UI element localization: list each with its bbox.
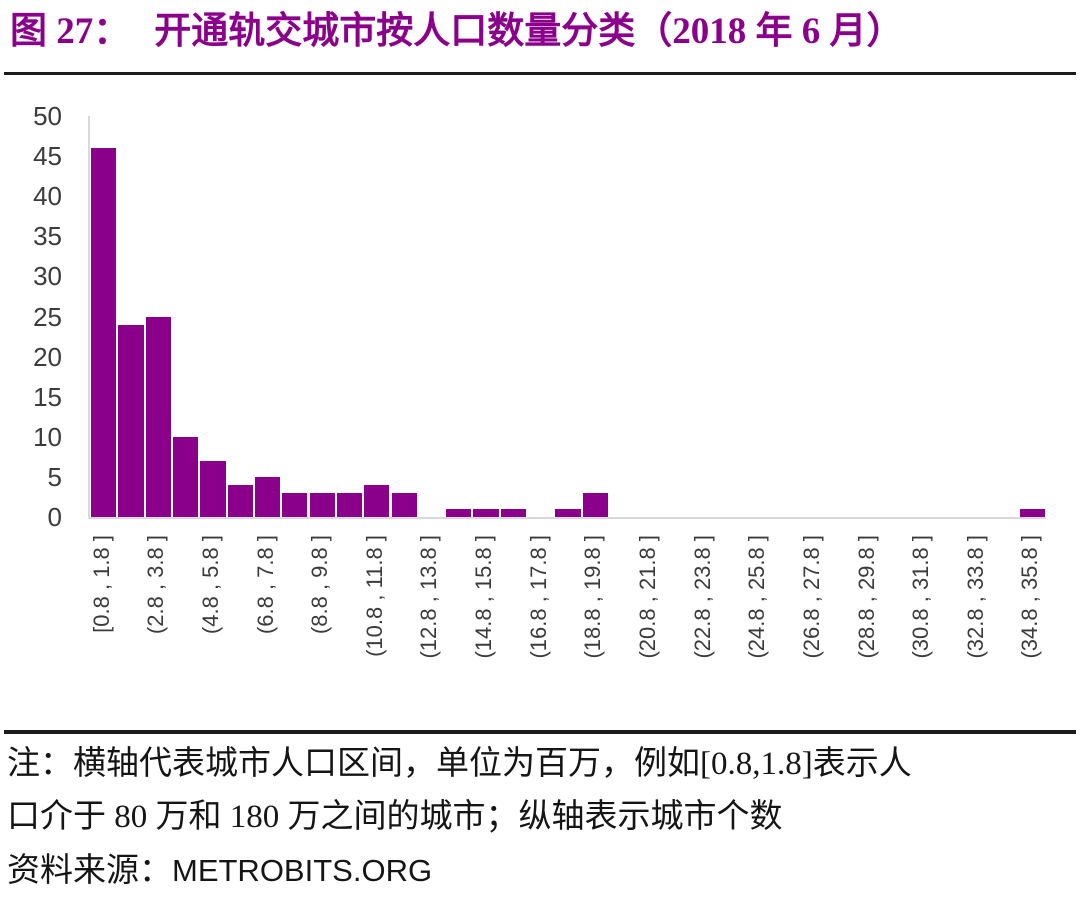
y-axis-tick-label: 30 [33, 261, 62, 292]
figure-title-text: 开通轨交城市按人口数量分类（2018 年 6 月） [154, 11, 904, 52]
bar [118, 324, 144, 517]
bar [200, 460, 226, 517]
y-axis-tick-label: 35 [33, 221, 62, 252]
x-axis-tick-label: (18.8 , 19.8 ] [580, 535, 606, 659]
y-axis-tick-label: 10 [33, 421, 62, 452]
bar [1019, 509, 1045, 517]
y-axis-tick-label: 40 [33, 181, 62, 212]
note-line-1: 注：横轴代表城市人口区间，单位为百万，例如[0.8,1.8]表示人 [7, 746, 912, 782]
x-axis-tick-label: (26.8 , 27.8 ] [798, 535, 824, 659]
title-divider-rule [4, 72, 1076, 75]
bar [145, 316, 171, 517]
x-axis-tick-label: (14.8 , 15.8 ] [471, 535, 497, 659]
x-axis-tick-label: (6.8 , 7.8 ] [252, 535, 278, 635]
bar [473, 509, 499, 517]
y-axis-tick-label: 45 [33, 141, 62, 172]
x-axis-tick-label: (16.8 , 17.8 ] [525, 535, 551, 659]
x-axis-tick-label: (2.8 , 3.8 ] [143, 535, 169, 635]
figure-number-label: 图 27： [10, 11, 131, 52]
bar [364, 484, 390, 517]
x-axis-tick-label: (8.8 , 9.8 ] [307, 535, 333, 635]
x-axis-tick-label: (4.8 , 5.8 ] [197, 535, 223, 635]
note-line-2: 口介于 80 万和 180 万之间的城市；纵轴表示城市个数 [7, 799, 783, 835]
y-axis-tick-label: 15 [33, 381, 62, 412]
bar [336, 492, 363, 517]
source-name: METROBITS.ORG [172, 853, 433, 888]
source-line: 资料来源：METROBITS.ORG [7, 849, 432, 893]
bar [309, 492, 335, 517]
x-axis-tick-label: (32.8 , 33.8 ] [962, 535, 988, 659]
y-axis-tick-label: 25 [33, 301, 62, 332]
x-axis-tick-label: (12.8 , 13.8 ] [416, 535, 442, 659]
x-axis-tick-label: (28.8 , 29.8 ] [853, 535, 879, 659]
bar [227, 484, 253, 517]
bar [391, 492, 417, 517]
bar [500, 509, 526, 517]
x-axis-tick-label: (34.8 , 35.8 ] [1017, 535, 1043, 659]
y-axis-tick-label: 50 [33, 101, 62, 131]
figure-title: 图 27： 开通轨交城市按人口数量分类（2018 年 6 月） [10, 6, 904, 58]
bar [254, 476, 281, 517]
plot-area [88, 116, 1046, 519]
x-axis-tick-label: (24.8 , 25.8 ] [744, 535, 770, 659]
x-axis-tick-label: (22.8 , 23.8 ] [689, 535, 715, 659]
bar [282, 492, 308, 517]
x-axis-tick-label: (30.8 , 31.8 ] [908, 535, 934, 659]
source-label: 资料来源： [7, 853, 172, 889]
bar [582, 492, 608, 517]
x-axis-tick-label: [0.8 , 1.8 ] [88, 535, 114, 633]
y-axis-tick-label: 0 [47, 502, 62, 532]
notes-divider-rule [4, 730, 1076, 734]
bar [172, 436, 199, 517]
x-axis-tick-label: (10.8 , 11.8 ] [361, 535, 387, 657]
x-axis-tick-label: (20.8 , 21.8 ] [634, 535, 660, 659]
bar [555, 509, 581, 517]
bar [91, 148, 117, 517]
y-axis-tick-label: 5 [47, 461, 62, 492]
bar [446, 509, 472, 517]
y-axis-tick-label: 20 [33, 341, 62, 372]
